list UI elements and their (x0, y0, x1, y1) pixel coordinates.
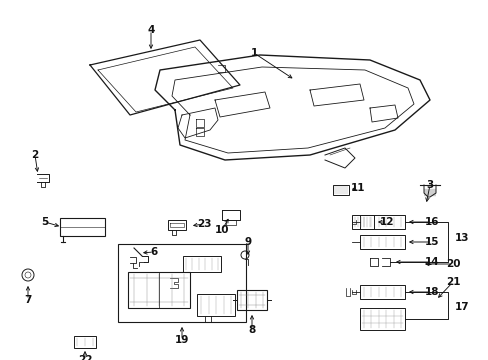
Bar (332, 185, 348, 195)
Text: 5: 5 (41, 217, 48, 227)
Text: 18: 18 (424, 287, 438, 297)
Bar (237, 290, 266, 310)
Text: 15: 15 (424, 237, 438, 247)
Text: 1: 1 (250, 48, 257, 58)
Bar (74, 336, 96, 348)
Text: 2: 2 (31, 150, 39, 160)
Text: 7: 7 (24, 295, 32, 305)
Text: 19: 19 (174, 335, 189, 345)
Bar (359, 235, 404, 249)
Bar (359, 285, 404, 299)
Text: 6: 6 (150, 247, 157, 257)
Text: 4: 4 (147, 25, 154, 35)
Text: 11: 11 (350, 183, 365, 193)
Bar (60, 218, 105, 236)
Text: 9: 9 (244, 237, 251, 247)
Text: 14: 14 (424, 257, 438, 267)
Text: 3: 3 (426, 180, 433, 190)
Bar (168, 220, 185, 230)
Bar (128, 272, 190, 308)
Bar (118, 244, 245, 322)
Bar (351, 215, 373, 229)
Bar (197, 294, 235, 316)
Bar (359, 308, 404, 330)
Text: 23: 23 (196, 219, 211, 229)
Text: 17: 17 (454, 302, 468, 312)
Bar (359, 215, 404, 229)
Text: 8: 8 (248, 325, 255, 335)
Text: 13: 13 (454, 233, 468, 243)
Text: 20: 20 (445, 259, 459, 269)
Text: 21: 21 (445, 277, 459, 287)
Text: 16: 16 (424, 217, 438, 227)
Bar (183, 256, 221, 272)
Text: 10: 10 (214, 225, 229, 235)
Text: 22: 22 (78, 355, 92, 360)
Text: 12: 12 (379, 217, 393, 227)
